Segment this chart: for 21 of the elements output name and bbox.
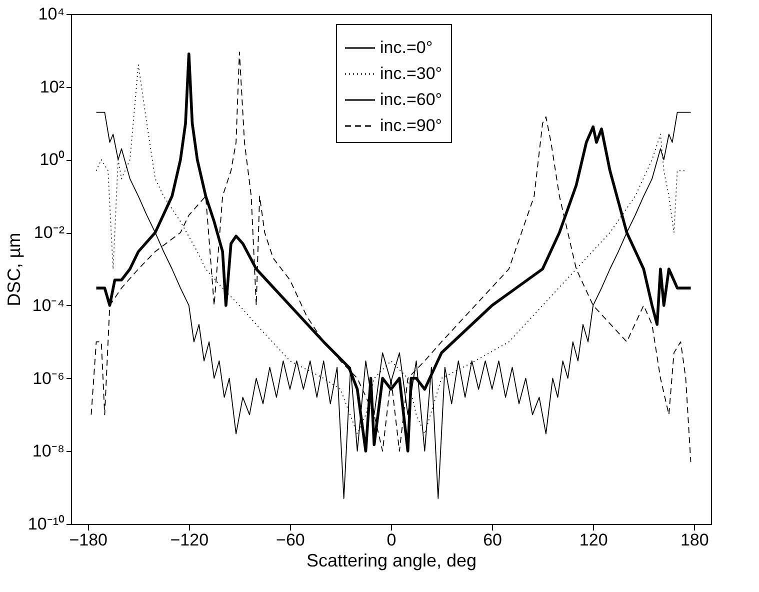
legend-label: inc.=90° <box>380 116 442 135</box>
y-tick-label: 10⁻⁶ <box>32 368 64 388</box>
y-tick-label: 10² <box>40 77 65 96</box>
legend-label: inc.=0° <box>380 38 433 57</box>
x-tick-label: −180 <box>69 530 108 550</box>
x-tick-label: 60 <box>483 530 502 550</box>
y-tick-label: 10⁻¹⁰ <box>28 514 64 534</box>
x-tick-label: 0 <box>386 530 396 550</box>
legend-label: inc.=60° <box>380 90 442 109</box>
x-tick-label: 180 <box>680 530 709 550</box>
y-tick-label: 10⁻⁴ <box>32 296 64 315</box>
y-axis-title: DSC, µm <box>4 232 24 306</box>
x-tick-label: −120 <box>170 530 209 550</box>
x-tick-label: −60 <box>276 530 305 550</box>
y-tick-label: 10⁰ <box>40 150 64 170</box>
x-tick-label: 120 <box>579 530 608 550</box>
x-axis-title: Scattering angle, deg <box>306 550 477 570</box>
y-tick-label: 10⁴ <box>38 4 64 24</box>
y-tick-label: 10⁻⁸ <box>32 442 64 461</box>
legend-label: inc.=30° <box>380 64 442 83</box>
y-tick-label: 10⁻² <box>34 223 65 242</box>
